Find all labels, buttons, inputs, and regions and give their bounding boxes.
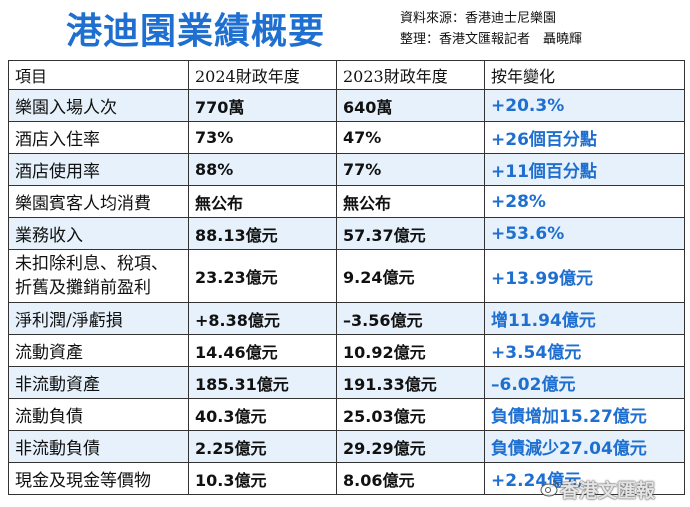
- row-change: +2.24億元: [484, 462, 685, 495]
- row-item: 非流動負債: [8, 430, 189, 463]
- row-fy2023: –3.56億元: [336, 302, 485, 335]
- row-item: 未扣除利息、稅項、 折舊及攤銷前盈利: [8, 249, 189, 303]
- row-fy2024: 88.13億元: [188, 217, 337, 250]
- table-row: 酒店入住率 73% 47% +26個百分點: [8, 121, 685, 154]
- row-item: 酒店使用率: [8, 153, 189, 186]
- row-change: 增11.94億元: [484, 302, 685, 335]
- row-change: 負債增加15.27億元: [484, 398, 685, 431]
- row-item: 流動負債: [8, 398, 189, 431]
- row-fy2024: 88%: [188, 153, 337, 186]
- table-row: 現金及現金等價物 10.3億元 8.06億元 +2.24億元: [8, 462, 685, 495]
- row-change: 負債減少27.04億元: [484, 430, 685, 463]
- header-item: 項目: [8, 60, 189, 90]
- table-row: 流動資產 14.46億元 10.92億元 +3.54億元: [8, 334, 685, 367]
- row-change: +13.99億元: [484, 249, 685, 303]
- compiler-line: 整理：香港文匯報記者 聶曉輝: [400, 32, 583, 47]
- row-item: 樂園賓客人均消費: [8, 185, 189, 218]
- row-fy2023: 57.37億元: [336, 217, 485, 250]
- header-fy2023: 2023財政年度: [336, 60, 485, 90]
- table-header-row: 項目 2024財政年度 2023財政年度 按年變化: [8, 60, 685, 90]
- row-change: +26個百分點: [484, 121, 685, 154]
- row-fy2023: 無公布: [336, 185, 485, 218]
- table-row: 流動負債 40.3億元 25.03億元 負債增加15.27億元: [8, 398, 685, 431]
- row-item: 酒店入住率: [8, 121, 189, 154]
- row-item: 業務收入: [8, 217, 189, 250]
- row-fy2023: 25.03億元: [336, 398, 485, 431]
- watermark: 香港文匯報: [560, 480, 656, 502]
- row-change: +53.6%: [484, 217, 685, 250]
- row-change: +28%: [484, 185, 685, 218]
- row-item: 樂園入場人次: [8, 89, 189, 122]
- row-item-line: 未扣除利息、稅項、: [15, 254, 168, 274]
- page-title: 港迪園業績概要: [66, 11, 326, 52]
- row-fy2024: 14.46億元: [188, 334, 337, 367]
- table-row: 酒店使用率 88% 77% +11個百分點: [8, 153, 685, 186]
- row-fy2023: 640萬: [336, 89, 485, 122]
- table-row: 非流動負債 2.25億元 29.29億元 負債減少27.04億元: [8, 430, 685, 463]
- table-row: 淨利潤/淨虧損 +8.38億元 –3.56億元 增11.94億元: [8, 302, 685, 335]
- summary-table: 項目 2024財政年度 2023財政年度 按年變化 樂園入場人次 770萬 64…: [8, 60, 685, 495]
- row-fy2024: 185.31億元: [188, 366, 337, 399]
- row-fy2024: 2.25億元: [188, 430, 337, 463]
- row-fy2024: 40.3億元: [188, 398, 337, 431]
- row-change: +11個百分點: [484, 153, 685, 186]
- table-row: 非流動資產 185.31億元 191.33億元 –6.02億元: [8, 366, 685, 399]
- row-fy2023: 8.06億元: [336, 462, 485, 495]
- row-change: –6.02億元: [484, 366, 685, 399]
- table-row: 樂園入場人次 770萬 640萬 +20.3%: [8, 89, 685, 122]
- row-fy2024: 73%: [188, 121, 337, 154]
- row-fy2023: 29.29億元: [336, 430, 485, 463]
- table-row: 樂園賓客人均消費 無公布 無公布 +28%: [8, 185, 685, 218]
- row-item-line: 折舊及攤銷前盈利: [15, 278, 151, 298]
- row-fy2023: 77%: [336, 153, 485, 186]
- table-row: 業務收入 88.13億元 57.37億元 +53.6%: [8, 217, 685, 250]
- header-fy2024: 2024財政年度: [188, 60, 337, 90]
- row-fy2024: 無公布: [188, 185, 337, 218]
- row-item: 淨利潤/淨虧損: [8, 302, 189, 335]
- row-item: 現金及現金等價物: [8, 462, 189, 495]
- row-change: +3.54億元: [484, 334, 685, 367]
- row-fy2023: 9.24億元: [336, 249, 485, 303]
- row-fy2024: 10.3億元: [188, 462, 337, 495]
- table-row: 未扣除利息、稅項、 折舊及攤銷前盈利 23.23億元 9.24億元 +13.99…: [8, 249, 685, 303]
- row-fy2023: 191.33億元: [336, 366, 485, 399]
- row-fy2024: 23.23億元: [188, 249, 337, 303]
- header-change: 按年變化: [484, 60, 685, 90]
- row-item: 非流動資產: [8, 366, 189, 399]
- row-fy2024: +8.38億元: [188, 302, 337, 335]
- row-change: +20.3%: [484, 89, 685, 122]
- source-line: 資料來源：香港迪士尼樂園: [400, 11, 557, 26]
- row-fy2023: 10.92億元: [336, 334, 485, 367]
- header: 港迪園業績概要 資料來源：香港迪士尼樂園 整理：香港文匯報記者 聶曉輝: [0, 0, 690, 58]
- row-fy2023: 47%: [336, 121, 485, 154]
- weibo-icon: [540, 480, 559, 497]
- row-item: 流動資產: [8, 334, 189, 367]
- row-fy2024: 770萬: [188, 89, 337, 122]
- source-note: 資料來源：香港迪士尼樂園 整理：香港文匯報記者 聶曉輝: [400, 8, 582, 50]
